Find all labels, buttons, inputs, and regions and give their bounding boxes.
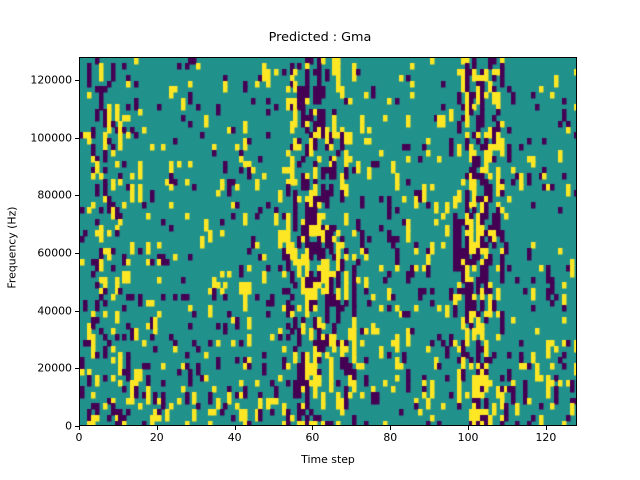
y-tick-label: 20000: [37, 361, 72, 375]
x-tick-mark: [234, 426, 236, 430]
x-tick-label: 0: [75, 431, 83, 444]
y-axis-tick-labels: 0 20000 40000 60000 80000 100000 120000: [6, 0, 72, 480]
y-tick-label: 40000: [37, 304, 72, 318]
x-tick-mark: [79, 426, 80, 430]
x-tick-mark: [468, 426, 470, 430]
y-tick-label: 80000: [37, 188, 72, 202]
y-tick-label: 0: [65, 419, 72, 433]
x-tick-label: 60: [305, 431, 320, 444]
y-tick-label: 100000: [30, 131, 72, 145]
y-tick-label: 120000: [30, 73, 72, 87]
y-tick-mark: [75, 368, 79, 370]
y-tick-mark: [75, 195, 79, 197]
x-tick-mark: [390, 426, 392, 430]
x-tick-label: 80: [383, 431, 398, 444]
x-tick-mark: [545, 426, 547, 430]
chart-title: Predicted : Gma: [268, 30, 372, 45]
x-tick-mark: [312, 426, 314, 430]
y-tick-mark: [75, 426, 79, 427]
x-tick-label: 120: [535, 431, 557, 444]
y-tick-mark: [75, 310, 79, 312]
heatmap-axes: [79, 57, 577, 426]
x-tick-mark: [156, 426, 158, 430]
y-tick-mark: [75, 137, 79, 139]
x-tick-label: 20: [149, 431, 164, 444]
x-axis-label: Time step: [301, 453, 355, 466]
heatmap-canvas: [80, 58, 576, 425]
x-tick-label: 100: [457, 431, 479, 444]
y-tick-mark: [75, 253, 79, 255]
x-tick-label: 40: [227, 431, 242, 444]
y-tick-label: 60000: [37, 246, 72, 260]
y-tick-mark: [75, 80, 79, 82]
